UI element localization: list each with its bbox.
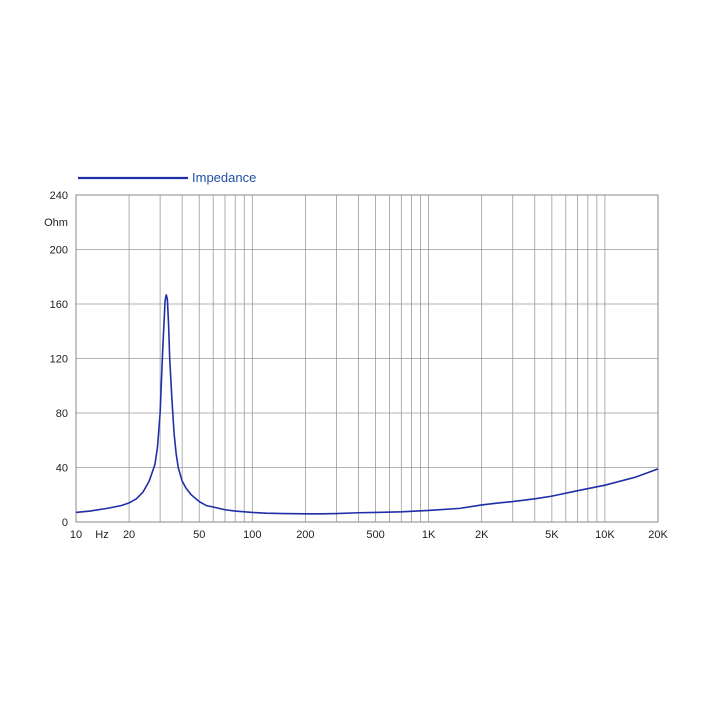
x-tick-label: 200 [296, 529, 314, 541]
x-tick-label: 20K [648, 529, 668, 541]
x-tick-label: 5K [545, 529, 559, 541]
x-tick-label: 20 [123, 529, 135, 541]
x-unit-label: Hz [95, 529, 108, 541]
x-tick-label: 100 [243, 529, 261, 541]
y-tick-label: 240 [50, 190, 68, 202]
x-tick-label: 500 [366, 529, 384, 541]
legend: Impedance [78, 170, 256, 185]
legend-label-impedance: Impedance [192, 170, 256, 185]
impedance-series-line [75, 294, 659, 515]
y-tick-label: 80 [56, 408, 68, 420]
y-tick-label: 160 [50, 299, 68, 311]
y-tick-label: 120 [50, 354, 68, 366]
plot-frame [75, 194, 659, 523]
y-tick-labels: 0 40 80 120 160 200 240 [50, 190, 68, 529]
x-tick-label: 10K [595, 529, 615, 541]
grid [76, 195, 658, 522]
x-tick-label: 2K [475, 529, 489, 541]
x-tick-labels: 10 20 50 100 200 500 1K 2K 5K 10K 20K [70, 529, 669, 541]
y-tick-label: 200 [50, 245, 68, 257]
x-tick-label: 10 [70, 529, 82, 541]
y-unit-label: Ohm [44, 217, 68, 229]
y-tick-label: 40 [56, 463, 68, 475]
x-tick-label: 50 [193, 529, 205, 541]
y-tick-label: 0 [62, 517, 68, 529]
x-tick-label: 1K [422, 529, 436, 541]
